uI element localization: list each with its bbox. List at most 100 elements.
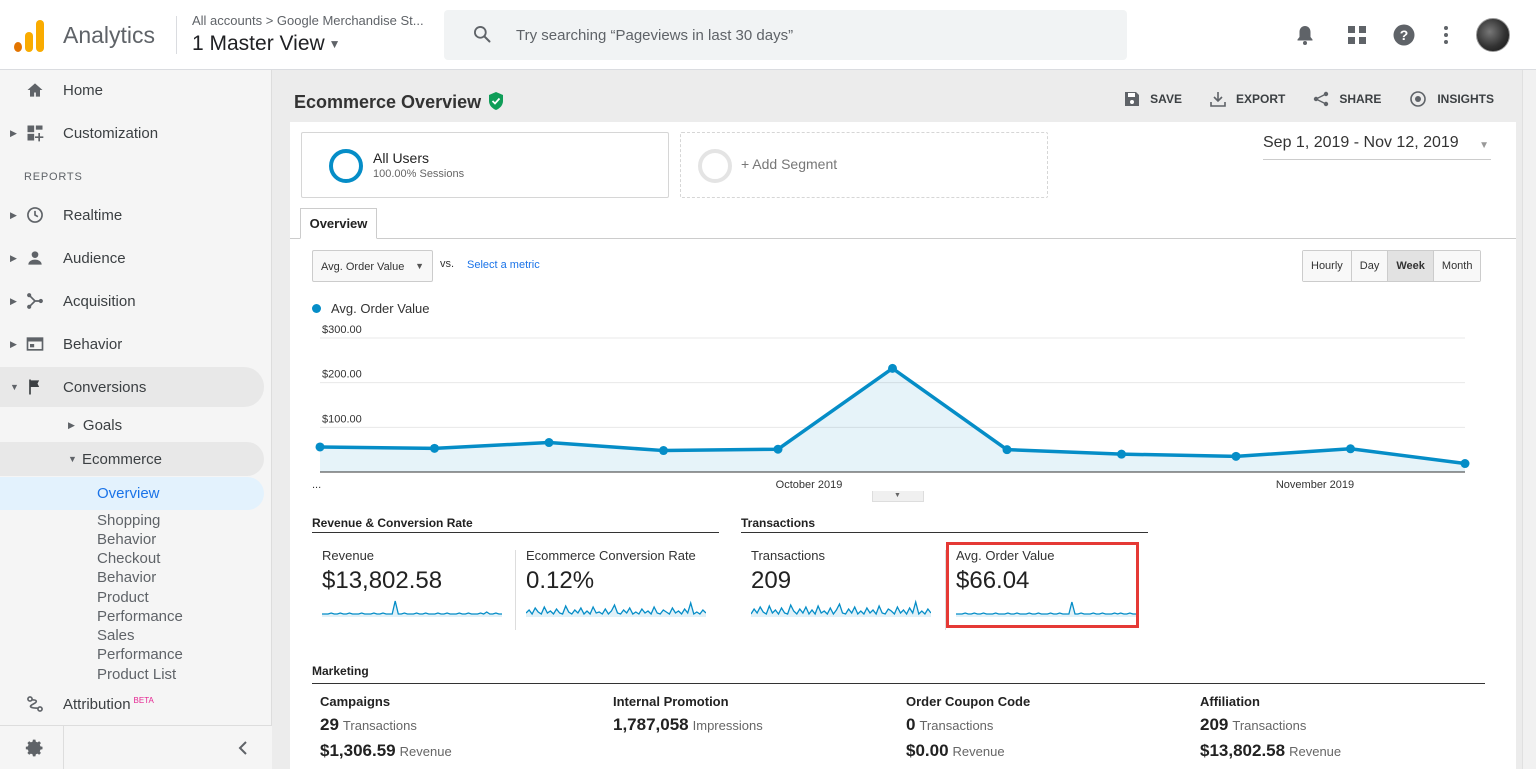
marketing-order-coupon-code[interactable]: Order Coupon Code 0 Transactions $0.00 Rev… [906,694,1186,761]
segment-name: All Users [373,150,430,166]
divider [176,16,177,54]
caret-down-icon: ▼ [1479,140,1489,151]
data-point [773,444,783,454]
scorecard-conversion-rate[interactable]: Ecommerce Conversion Rate 0.12% [516,542,716,630]
marketing-internal-promotion[interactable]: Internal Promotion 1,787,058 Impressions [613,694,893,735]
divider [515,550,516,630]
metric-dropdown[interactable]: Avg. Order Value ▼ [312,250,433,282]
vertical-scrollbar[interactable] [1522,70,1536,769]
sidebar-item-audience[interactable]: ▶ Audience [0,238,264,278]
granularity-day[interactable]: Day [1351,251,1389,281]
add-segment-button[interactable]: + Add Segment [680,132,1048,198]
legend-label: Avg. Order Value [331,301,430,316]
analytics-logo-icon[interactable] [14,18,46,52]
scorecard-revenue[interactable]: Revenue $13,802.58 [312,542,512,630]
scorecard-value: 209 [751,567,792,594]
add-segment-label: + Add Segment [741,156,838,172]
chart-resize-handle[interactable]: ▼ [872,491,924,502]
divider [312,683,1485,684]
apps-grid-icon[interactable] [1345,23,1369,47]
sparkline [322,600,502,617]
data-point [1346,444,1355,454]
sidebar-item-label: Behavior [97,531,157,549]
sidebar-item-label: Attribution BETA [63,696,154,713]
chevron-right-icon: ▶ [10,209,17,220]
sidebar-item-checkout-behavior[interactable]: Checkout Behavior [97,549,160,587]
granularity-hourly[interactable]: Hourly [1303,251,1352,281]
scorecard-avg-order-value[interactable]: Avg. Order Value $66.04 [946,542,1146,630]
marketing-campaigns[interactable]: Campaigns 29 Transactions $1,306.59 Revenu… [320,694,600,761]
granularity-month[interactable]: Month [1433,251,1481,281]
marketing-name: Campaigns [320,694,391,709]
sidebar-item-label: Audience [63,249,126,267]
avatar[interactable] [1476,18,1510,52]
caret-down-icon: ▼ [328,37,341,52]
sidebar-item-acquisition[interactable]: ▶ Acquisition [0,281,264,321]
chevron-right-icon: ▶ [10,295,17,306]
svg-text:?: ? [1400,27,1409,43]
account-breadcrumb[interactable]: All accounts > Google Merchandise St... [192,13,424,28]
sidebar-item-sales-performance[interactable]: Sales Performance [97,626,183,664]
sidebar-item-goals[interactable]: ▶ Goals [68,408,122,442]
data-point [888,363,897,373]
sidebar-item-overview[interactable]: Overview [0,477,264,510]
sidebar-item-attribution[interactable]: Attribution BETA [0,684,264,724]
marketing-value: $0.00 [906,741,949,760]
report-content: All Users 100.00% Sessions + Add Segment… [290,122,1516,769]
scorecard-value: 0.12% [526,567,595,594]
marketing-value: $13,802.58 [1200,741,1286,760]
area-fill [320,368,1465,472]
date-range-picker[interactable]: Sep 1, 2019 - Nov 12, 2019 ▼ [1263,134,1491,160]
export-button[interactable]: EXPORT [1210,90,1285,108]
date-range-text: Sep 1, 2019 - Nov 12, 2019 [1263,134,1459,151]
chevron-down-icon: ▼ [68,454,77,464]
marketing-affiliation[interactable]: Affiliation 209 Transactions $13,802.58 Re… [1200,694,1480,761]
more-vert-icon[interactable] [1434,23,1458,47]
marketing-name: Order Coupon Code [906,694,1031,709]
caret-down-icon: ▼ [894,492,901,499]
insights-button[interactable]: INSIGHTS [1409,90,1494,108]
collapse-chevron-icon[interactable] [236,740,250,756]
gear-icon[interactable] [25,738,45,758]
bell-icon[interactable] [1293,23,1317,47]
sidebar-item-label: Acquisition [63,292,136,310]
sidebar-item-label: Customization [63,124,159,142]
save-button[interactable]: SAVE [1124,90,1182,108]
sidebar-item-ecommerce[interactable]: ▼ Ecommerce [0,442,264,476]
segment-all-users[interactable]: All Users 100.00% Sessions [301,132,669,198]
sidebar-item-behavior[interactable]: ▶ Behavior [0,324,264,364]
share-button[interactable]: SHARE [1313,90,1381,108]
granularity-week[interactable]: Week [1388,251,1434,281]
select-metric-link[interactable]: Select a metric [467,259,540,271]
view-selector[interactable]: 1 Master View ▼ [192,32,341,56]
chevron-right-icon: ▶ [10,338,17,349]
export-label: EXPORT [1235,92,1286,106]
help-icon[interactable]: ? [1392,23,1416,47]
sidebar-item-shopping-behavior[interactable]: Shopping Behavior [97,511,160,549]
sidebar-item-label: Behavior [97,569,157,587]
highlight-box [946,542,1139,628]
sidebar-item-home[interactable]: Home [0,70,264,110]
sidebar-item-product-list[interactable]: Product List [97,665,176,684]
sidebar-item-customization[interactable]: ▶ Customization [0,113,264,153]
sidebar-item-label: Behavior [63,335,123,353]
marketing-value: 29 [320,715,339,734]
sidebar-item-product-performance[interactable]: Product Performance [97,588,183,626]
line-chart[interactable]: $300.00 $200.00 $100.00... October 2019 Nove… [290,322,1516,494]
sidebar-item-realtime[interactable]: ▶ Realtime [0,195,264,235]
attribution-icon [27,696,43,712]
app-name[interactable]: Analytics [63,22,156,48]
segment-ring-icon [698,149,732,183]
scorecard-transactions[interactable]: Transactions 209 [741,542,941,630]
group-title-revenue: Revenue & Conversion Rate [312,516,719,533]
search-input[interactable] [516,22,1096,48]
marketing-unit: Revenue [952,744,1005,759]
marketing-unit: Transactions [1232,718,1307,733]
sparkline-line [322,600,502,615]
top-bar: Analytics All accounts > Google Merchand… [0,0,1536,70]
tab-overview[interactable]: Overview [300,208,377,239]
search-box[interactable] [444,10,1127,60]
sidebar-item-label: Product [97,589,149,606]
sidebar-item-conversions[interactable]: ▼ Conversions [0,367,264,407]
scorecard-value: $13,802.58 [322,567,443,594]
